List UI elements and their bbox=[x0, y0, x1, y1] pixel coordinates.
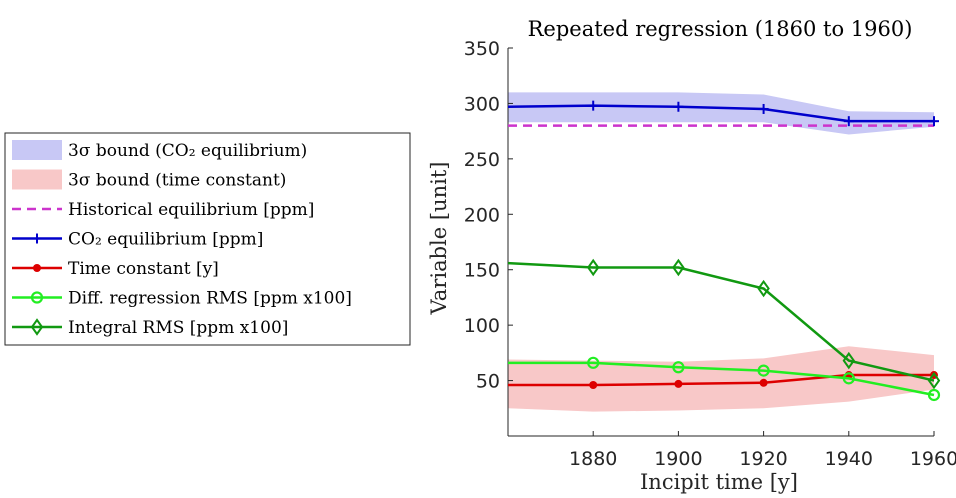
series-3-point bbox=[757, 364, 770, 377]
series-3-point bbox=[672, 361, 685, 374]
x-tick-label: 1880 bbox=[569, 448, 617, 470]
y-tick-label: 200 bbox=[464, 204, 500, 226]
series-3-point bbox=[587, 356, 600, 369]
series-line-4 bbox=[507, 261, 935, 382]
series-4-point bbox=[586, 258, 600, 277]
legend-marker-4 bbox=[33, 264, 41, 272]
x-tick-label: 1960 bbox=[910, 448, 956, 470]
x-axis-label: Incipit time [y] bbox=[640, 470, 798, 494]
series-4-point bbox=[842, 351, 856, 370]
y-tick-label: 150 bbox=[464, 260, 500, 282]
series-4-point bbox=[927, 371, 941, 390]
legend-marker-6 bbox=[30, 318, 44, 336]
y-axis-label: Variable [unit] bbox=[427, 162, 451, 316]
y-tick-label: 100 bbox=[464, 315, 500, 337]
x-tick-label: 1900 bbox=[654, 448, 702, 470]
series-1-point bbox=[673, 101, 684, 112]
legend-box bbox=[4, 132, 411, 346]
y-tick-label: 50 bbox=[476, 371, 500, 393]
legend-label-1: 3σ bound (time constant) bbox=[68, 171, 286, 191]
x-tick-label: 1940 bbox=[825, 448, 873, 470]
legend-label-5: Diff. regression RMS [ppm x100] bbox=[68, 289, 352, 309]
legend-label-0: 3σ bound (CO₂ equilibrium) bbox=[68, 141, 307, 161]
legend-marker-3 bbox=[32, 233, 42, 244]
series-line-1 bbox=[507, 104, 934, 123]
plot-area: 50 100 150 200 250 300 350 1880 1900 1920 1940 1960 bbox=[464, 38, 956, 470]
series-2-point bbox=[759, 378, 768, 387]
legend-swatch-1 bbox=[12, 169, 62, 190]
series-4-point bbox=[757, 279, 770, 298]
series-2-point bbox=[589, 381, 598, 390]
series-3-point bbox=[842, 372, 855, 385]
series-1-point bbox=[843, 116, 854, 127]
legend: 3σ bound (CO₂ equilibrium) 3σ bound (time… bbox=[4, 132, 411, 346]
series-1-point bbox=[929, 116, 939, 127]
legend-swatch-0 bbox=[12, 140, 62, 160]
x-tick-label: 1920 bbox=[739, 448, 787, 470]
series-1-point bbox=[758, 103, 769, 114]
y-tick-label: 300 bbox=[464, 93, 500, 115]
series-2-point bbox=[674, 379, 683, 388]
legend-label-3: CO₂ equilibrium [ppm] bbox=[68, 230, 263, 250]
series-line-2 bbox=[508, 373, 934, 387]
legend-label-2: Historical equilibrium [ppm] bbox=[68, 200, 314, 220]
series-line-3 bbox=[508, 361, 935, 397]
legend-marker-5 bbox=[30, 291, 44, 304]
band-0 bbox=[508, 92, 934, 135]
y-tick-label: 250 bbox=[464, 149, 500, 171]
series-4-point bbox=[672, 258, 685, 277]
legend-label-6: Integral RMS [ppm x100] bbox=[68, 318, 288, 338]
band-1 bbox=[508, 346, 934, 412]
legend-label-4: Time constant [y] bbox=[68, 259, 219, 279]
y-tick-label: 350 bbox=[464, 38, 500, 60]
series-1-point bbox=[588, 100, 599, 111]
series-3-point bbox=[927, 388, 941, 402]
chart-title: Repeated regression (1860 to 1960) bbox=[528, 17, 913, 41]
